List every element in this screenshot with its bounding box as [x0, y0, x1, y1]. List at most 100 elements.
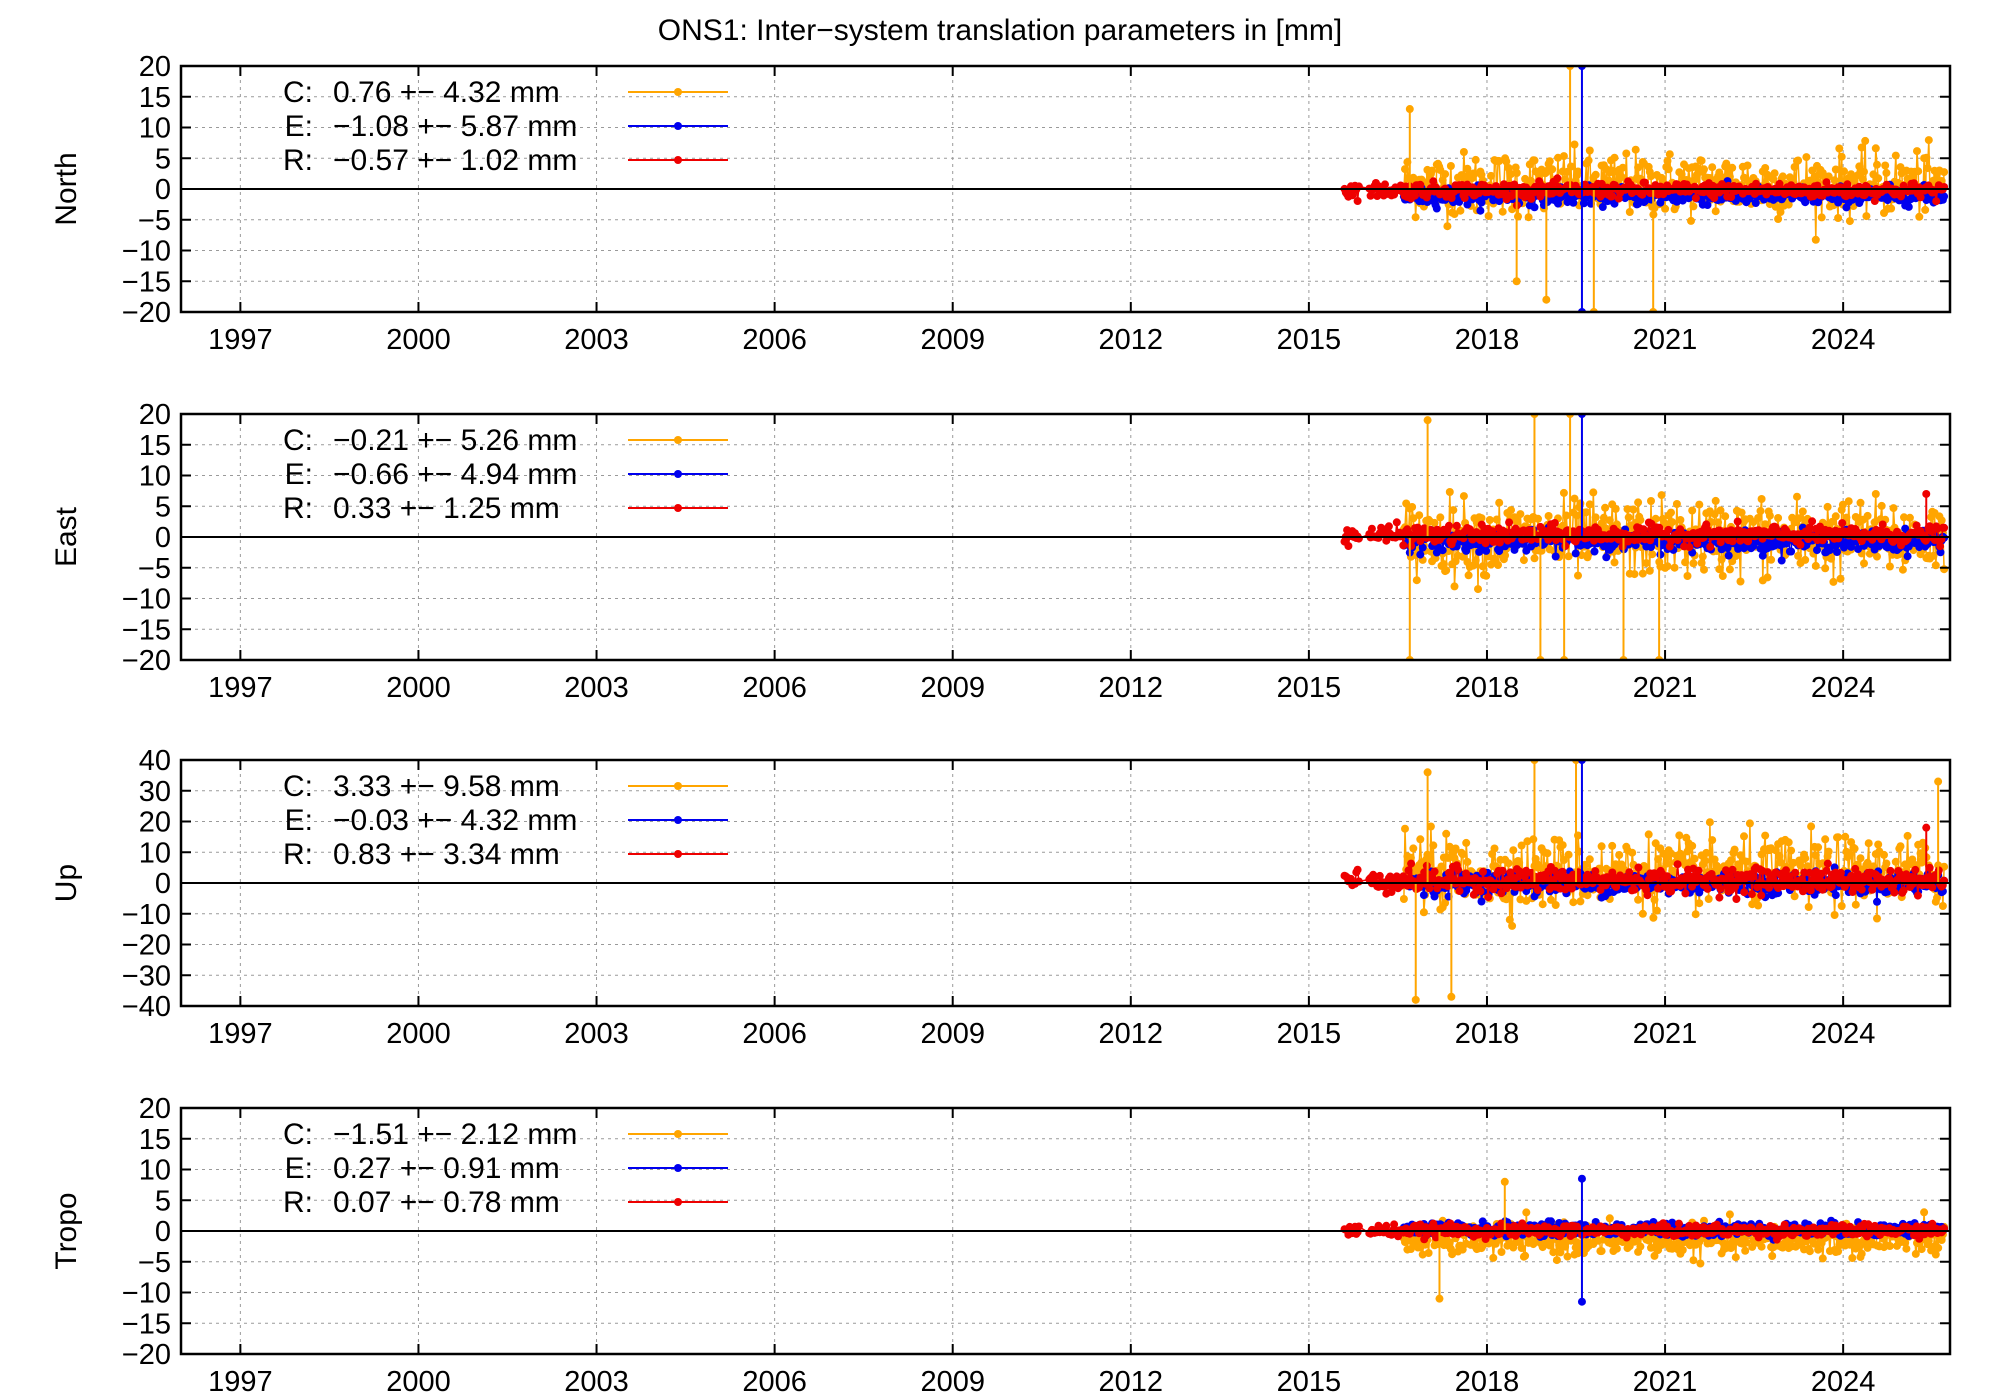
- series-C-point: [1582, 508, 1591, 517]
- y-tick-label: −5: [138, 205, 171, 237]
- series-C-point: [1498, 207, 1507, 216]
- series-E-point: [1477, 897, 1486, 906]
- series-C-point: [1767, 555, 1776, 564]
- series-R-point: [1639, 525, 1648, 534]
- series-C-point: [1870, 518, 1879, 527]
- series-C-point: [1610, 558, 1619, 567]
- y-axis-label: Up: [50, 864, 83, 902]
- series-R-point: [1433, 525, 1442, 534]
- series-C-point: [1727, 856, 1735, 865]
- series-E-point: [1656, 550, 1665, 559]
- series-E-point: [1530, 203, 1539, 212]
- series-C-point: [1794, 551, 1803, 560]
- series-C-point: [1474, 585, 1482, 594]
- series-C-point: [1409, 514, 1418, 523]
- series-C-point: [1929, 551, 1938, 560]
- series-C-point: [1556, 1248, 1565, 1257]
- series-R-point: [1716, 884, 1725, 893]
- series-C-point: [1702, 848, 1711, 857]
- series-C-point: [1761, 831, 1770, 840]
- series-R-point: [1836, 868, 1845, 877]
- series-C-point: [1490, 844, 1499, 853]
- series-R-point: [1498, 866, 1507, 875]
- series-C-point: [1807, 822, 1816, 831]
- series-C-point: [1916, 849, 1925, 858]
- series-C-point: [1864, 839, 1873, 848]
- series-R-point: [1488, 527, 1497, 536]
- legend-stat-C: 0.76 +− 4.32 mm: [333, 76, 560, 109]
- series-C-point: [1937, 516, 1946, 525]
- x-tick-label: 2000: [386, 1018, 451, 1050]
- series-R-point: [1673, 860, 1682, 869]
- legend-stat-R: −0.57 +− 1.02 mm: [333, 144, 577, 177]
- series-C-point: [1718, 572, 1727, 580]
- series-C-point: [1770, 169, 1779, 178]
- y-tick-label: 15: [139, 430, 171, 462]
- series-C-point: [1512, 169, 1521, 177]
- series-C-point: [1688, 506, 1697, 515]
- figure-title: ONS1: Inter−system translation parameter…: [658, 14, 1342, 47]
- spike-C-point: [1447, 992, 1456, 1001]
- series-C-point: [1874, 174, 1883, 183]
- series-C-point: [1406, 853, 1415, 862]
- series-C-point: [1834, 1247, 1843, 1256]
- y-tick-label: 5: [155, 491, 171, 523]
- series-C-point: [1401, 165, 1409, 174]
- series-C-point: [1885, 562, 1894, 571]
- series-E-point: [1936, 548, 1945, 557]
- series-E-point: [1787, 547, 1796, 556]
- series-C-point: [1424, 1249, 1433, 1257]
- series-R-point: [1843, 180, 1852, 189]
- series-C-point: [1763, 573, 1772, 582]
- series-R-point: [1348, 191, 1357, 200]
- legend-swatch-point-E: [674, 816, 682, 824]
- series-R-point: [1885, 874, 1894, 883]
- series-R-point: [1703, 884, 1712, 893]
- series-C-point: [1652, 906, 1661, 915]
- series-E-point: [1831, 891, 1840, 900]
- series-C-point: [1915, 212, 1924, 221]
- series-C-point: [1917, 1245, 1926, 1254]
- series-C-point: [1689, 202, 1698, 211]
- y-tick-label: −20: [122, 930, 171, 962]
- series-C-point: [1842, 513, 1851, 522]
- series-C-point: [1462, 838, 1471, 847]
- series-C-point: [1811, 235, 1820, 244]
- series-C-point: [1522, 1208, 1531, 1217]
- series-C-point: [1742, 1238, 1751, 1247]
- series-R-point: [1384, 522, 1393, 531]
- series-R-point: [1550, 519, 1559, 527]
- series-C-point: [1451, 844, 1460, 853]
- series-C-point: [1458, 552, 1467, 561]
- series-C-point: [1504, 859, 1513, 868]
- series-E-point: [1432, 204, 1441, 213]
- series-C-point: [1445, 1238, 1454, 1247]
- series-C-point: [1873, 552, 1881, 561]
- series-C-point: [1515, 858, 1524, 867]
- x-tick-label: 2003: [564, 1018, 629, 1050]
- series-R-point: [1445, 521, 1453, 530]
- series-C-point: [1887, 204, 1896, 213]
- series-C-point: [1676, 516, 1685, 524]
- x-tick-label: 2015: [1277, 672, 1342, 704]
- series-R-point: [1459, 534, 1468, 543]
- series-C-point: [1940, 168, 1949, 177]
- series-C-point: [1798, 507, 1807, 516]
- series-E-point: [1828, 195, 1837, 204]
- series-R-point: [1553, 174, 1562, 183]
- series-C-point: [1731, 552, 1740, 560]
- series-E-point: [1482, 546, 1491, 555]
- series-R-point: [1634, 863, 1643, 872]
- series-C-point: [1649, 913, 1658, 922]
- series-R-point: [1561, 885, 1570, 894]
- series-R-point: [1691, 194, 1700, 203]
- series-R-point: [1728, 865, 1737, 874]
- legend-label-R: R:: [283, 144, 313, 177]
- series-C-point: [1784, 838, 1793, 847]
- series-R-point: [1520, 193, 1529, 202]
- series-group: [1340, 760, 1949, 1004]
- series-R-point: [1808, 517, 1817, 526]
- series-C-point: [1896, 163, 1905, 172]
- series-R-point: [1407, 541, 1416, 550]
- series-R-point: [1727, 193, 1736, 201]
